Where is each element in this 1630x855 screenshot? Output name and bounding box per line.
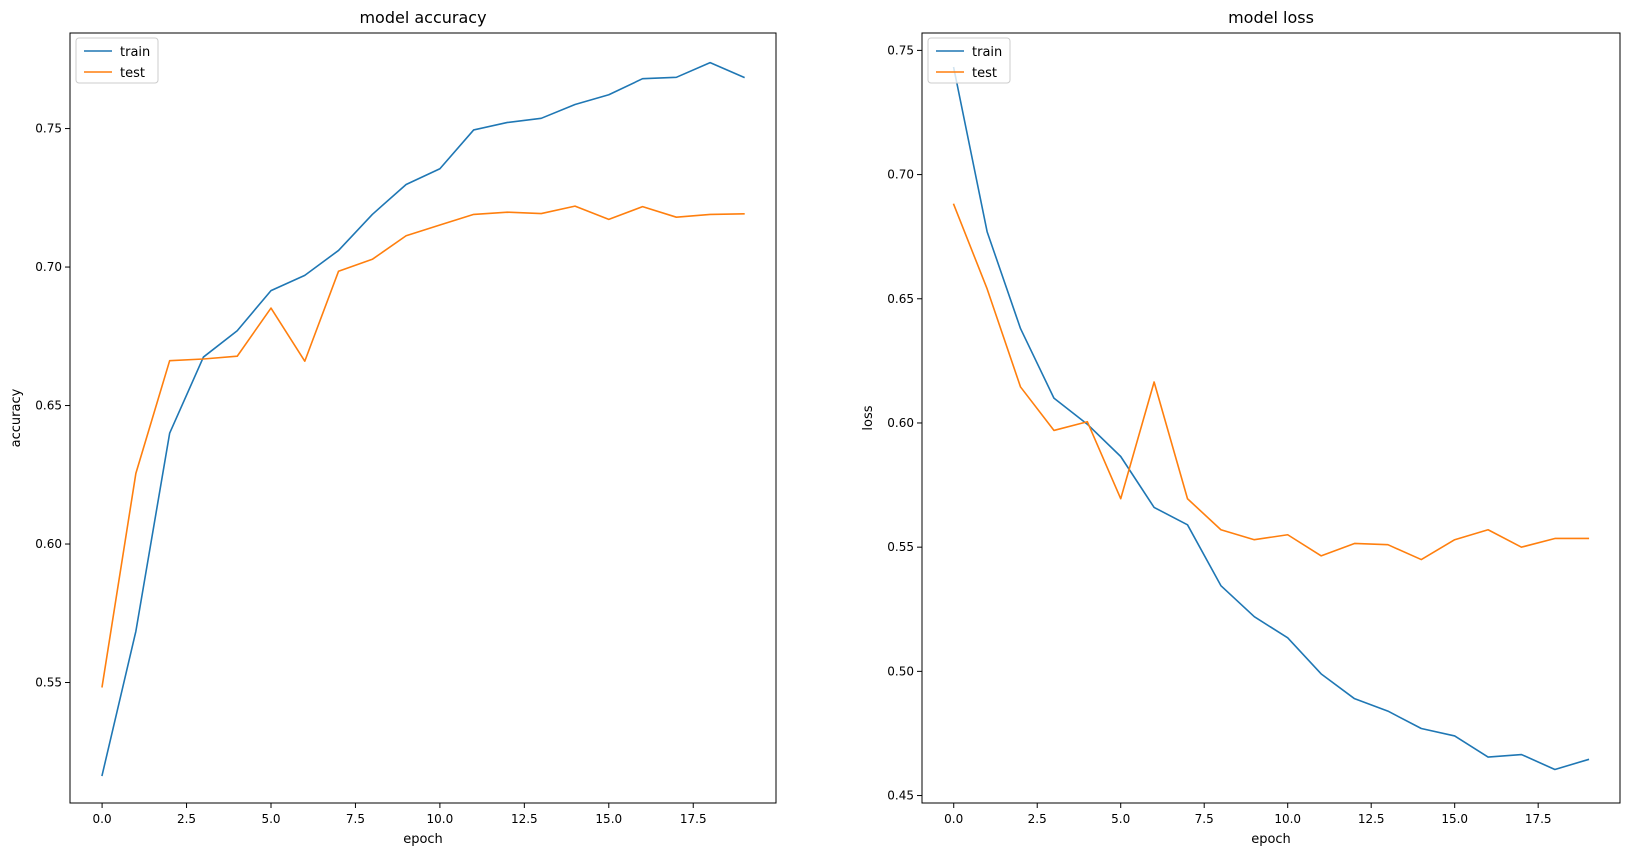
loss-series-test-line: [952, 203, 1590, 561]
accuracy-legend-label-test: test: [120, 66, 145, 81]
accuracy-legend: train test: [75, 37, 159, 84]
loss-legend-label-test: test: [972, 66, 997, 81]
accuracy-x-tick-label: 10.0: [427, 812, 454, 826]
accuracy-y-tick-label: 0.75: [35, 122, 62, 136]
accuracy-x-tick-label: 7.5: [346, 812, 365, 826]
loss-y-tick-label: 0.55: [887, 540, 914, 554]
loss-legend: train test: [927, 37, 1011, 84]
accuracy-x-tick-label: 2.5: [177, 812, 196, 826]
accuracy-x-axis-label: epoch: [403, 832, 443, 847]
loss-y-tick-label: 0.60: [887, 416, 914, 430]
accuracy-y-tick-label: 0.60: [35, 537, 62, 551]
accuracy-chart-panel: model accuracy 0.0 2.5 5.0 7.5 10.0 12.5 15.0 17…: [9, 8, 777, 847]
loss-x-tick-label: 0.0: [944, 812, 963, 826]
accuracy-legend-label-train: train: [120, 45, 150, 60]
loss-chart-panel: model loss 0.0 2.5 5.0 7.5 10.0 12.5 15.0 17.5 0.…: [861, 8, 1621, 847]
loss-x-tick-label: 15.0: [1441, 812, 1468, 826]
loss-legend-label-train: train: [972, 45, 1002, 60]
loss-series-train-line: [952, 66, 1590, 771]
accuracy-plot-frame: [69, 32, 777, 804]
accuracy-y-tick-label: 0.55: [35, 676, 62, 690]
loss-x-tick-label: 2.5: [1028, 812, 1047, 826]
accuracy-x-tick-label: 5.0: [261, 812, 280, 826]
accuracy-x-tick-label: 15.0: [595, 812, 622, 826]
accuracy-y-tick-label: 0.70: [35, 260, 62, 274]
accuracy-x-tick-label: 17.5: [680, 812, 707, 826]
accuracy-x-tick-label: 0.0: [93, 812, 112, 826]
loss-plot-frame: [921, 32, 1621, 804]
loss-y-tick-label: 0.45: [887, 789, 914, 803]
loss-y-tick-label: 0.75: [887, 43, 914, 57]
loss-x-tick-label: 12.5: [1358, 812, 1385, 826]
accuracy-series-test-line: [101, 205, 745, 688]
loss-chart-title: model loss: [1228, 8, 1314, 27]
loss-y-tick-label: 0.65: [887, 292, 914, 306]
loss-x-tick-label: 7.5: [1195, 812, 1214, 826]
accuracy-x-tick-label: 12.5: [511, 812, 538, 826]
loss-y-tick-label: 0.50: [887, 664, 914, 678]
accuracy-y-axis-label: accuracy: [9, 388, 24, 447]
accuracy-chart-title: model accuracy: [359, 8, 486, 27]
loss-x-axis-label: epoch: [1251, 832, 1291, 847]
loss-x-tick-label: 5.0: [1111, 812, 1130, 826]
loss-x-tick-label: 10.0: [1274, 812, 1301, 826]
loss-x-tick-label: 17.5: [1525, 812, 1552, 826]
loss-y-tick-label: 0.70: [887, 168, 914, 182]
accuracy-series-train-line: [101, 61, 745, 777]
accuracy-y-tick-label: 0.65: [35, 399, 62, 413]
loss-y-axis-label: loss: [861, 405, 876, 430]
